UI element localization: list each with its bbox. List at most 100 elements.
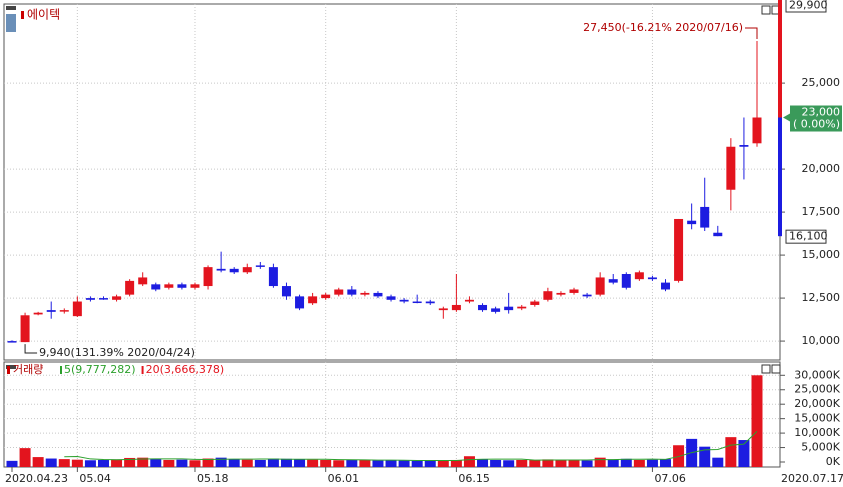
volume-bar [477,459,489,467]
volume-bar [176,459,188,467]
window-button[interactable] [761,5,771,15]
volume-bar [542,459,554,467]
y-tick-label: 20,000K [794,397,840,410]
volume-bar [333,460,345,467]
legend-label: 5(9,777,282) [64,363,136,376]
candle-body [451,304,461,311]
candle-body [517,306,527,309]
candle-body [164,284,174,288]
candle-body [360,292,370,295]
y-tick-label: 5,000K [801,441,840,454]
volume-bar [490,459,502,467]
current-box [790,105,842,132]
volume-bar [463,456,475,467]
candle-body [295,296,305,309]
candle-body [674,218,684,281]
volume-bar [202,458,214,467]
candle-body [85,298,95,300]
side-tab[interactable] [6,14,16,32]
y-tick-label: 25,000 [802,76,841,89]
y-tick-label: 10,000K [794,426,840,439]
volume-bar [58,459,70,467]
volume-bar [699,446,711,467]
candle-body [72,301,82,317]
x-tick-label: 2020.04.23 [5,472,68,485]
candle-body [504,306,514,311]
volume-bar [568,459,580,467]
candle-body [98,298,108,300]
volume-bar [633,459,645,467]
volume-bar [725,437,737,467]
y-tick-label: 17,500 [802,205,841,218]
window-button[interactable] [771,364,781,374]
candle-body [425,301,435,304]
volume-bar [450,459,462,467]
candle-body [647,277,657,280]
current-label: 23,000 [802,106,841,119]
candle-body [190,284,200,288]
candle-body [726,146,736,190]
candle-body [399,299,409,302]
candle-body [687,220,697,225]
legend-marker [21,11,24,19]
range-high-label: 29,900 [789,0,828,12]
volume-bar [555,460,567,467]
window-button[interactable] [761,364,771,374]
volume-bar [294,459,306,467]
current-pointer [783,113,790,122]
range-bar-down [778,117,782,237]
annotation-arrow [24,344,38,354]
y-tick-label: 10,000 [802,334,841,347]
candle-body [268,267,278,287]
volume-bar [516,459,528,467]
volume-bar [241,459,253,467]
volume-bar [607,459,619,467]
volume-bar [594,457,606,467]
legend-marker [60,366,62,374]
candle-body [151,284,161,290]
volume-bar [19,448,31,467]
volume-bar [45,458,57,467]
volume-bar [581,460,593,467]
candle-body [478,304,488,311]
volume-bar [529,459,541,467]
range-low-box [785,229,827,244]
volume-bar [359,459,371,467]
volume-bar [738,440,750,467]
candle-body [308,296,318,304]
chart-title: 에이텍 [27,8,60,22]
candle-body [177,284,187,288]
panel-icon[interactable] [6,365,16,369]
volume-bar [437,460,449,467]
candle-body [556,292,566,295]
volume-bar [228,459,240,467]
candle-body [59,310,69,312]
volume-bar [307,459,319,467]
y-tick-label: 0K [826,455,841,468]
candle-body [281,286,291,297]
volume-bar [620,458,632,467]
candle-body [7,341,17,343]
volume-bar [215,457,227,467]
candle-body [321,294,331,299]
x-end-label: 2020.07.17 [781,472,843,485]
candle-body [739,145,749,147]
candle-body [242,267,252,273]
volume-bar [372,460,384,467]
volume-bar [254,459,266,467]
candle-body [464,299,474,302]
panel-icon[interactable] [6,6,16,10]
volume-bar [97,459,109,467]
volume-bar [189,460,201,467]
volume-bar [660,459,672,467]
candle-body [112,296,122,300]
volume-bar [280,458,292,467]
y-tick-label: 20,000 [802,162,841,175]
ma-line [64,431,758,462]
annotation-arrow [745,27,758,39]
candle-body [334,289,344,295]
current-change: ( 0.00%) [793,118,840,131]
candle-body [33,312,43,315]
